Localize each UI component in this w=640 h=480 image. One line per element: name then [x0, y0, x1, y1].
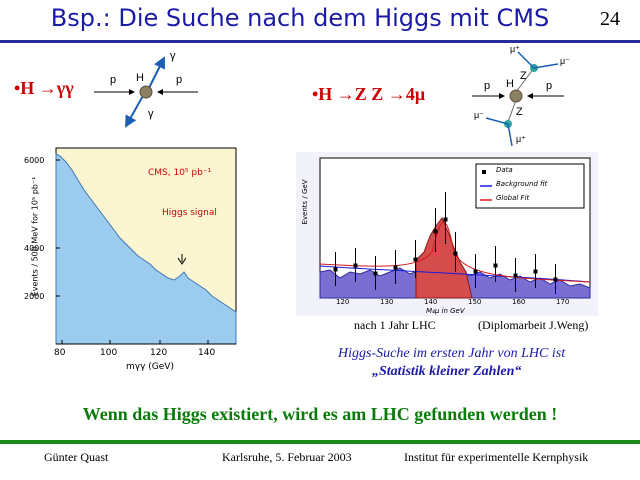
xtick-label: 130 — [380, 298, 394, 306]
feynman-h: H — [506, 78, 514, 90]
xtick-label: 140 — [424, 298, 438, 306]
footer-institute: Institut für experimentelle Kernphysik — [404, 450, 589, 464]
zz-4mu-plot: Data Background fit Global Fit Events / … — [296, 152, 598, 316]
y-axis-label: Events / 500 MeV for 10⁵ pb⁻¹ — [30, 176, 40, 297]
gamma-gamma-plot: 2000 4000 6000 80 100 120 140 mγγ (GeV) … — [20, 140, 240, 376]
page-number: 24 — [600, 8, 620, 30]
caption-after-one-year: nach 1 Jahr LHC — [354, 318, 436, 332]
ytick-label: 2000 — [24, 292, 45, 301]
zz-4mu-plot-svg — [319, 157, 591, 299]
feynman-gamma-bottom: γ — [148, 108, 154, 120]
xtick-label: 170 — [556, 298, 570, 306]
ytick-label: 4000 — [24, 244, 45, 253]
legend-background-fit: Background fit — [496, 180, 548, 188]
feynman-p-left: p — [110, 74, 117, 86]
feynman-diagram-gamma-gamma: p H p γ γ — [90, 50, 210, 132]
xtick-label: 80 — [54, 348, 66, 358]
feynman-mu2: μ⁻ — [560, 56, 570, 66]
x-axis-label: M₄μ in GeV — [426, 307, 465, 315]
caption-thesis-credit: (Diplomarbeit J.Weng) — [478, 318, 589, 332]
note-line-1: Higgs-Suche im ersten Jahr von LHC ist — [338, 346, 566, 361]
feynman-diagram-svg — [94, 56, 198, 128]
xtick-label: 140 — [198, 348, 216, 358]
ytick-label: 6000 — [24, 156, 45, 165]
y-axis-label: Events / GeV — [301, 179, 309, 225]
process-label-zz-4mu: •H →Z Z →4μ — [312, 84, 426, 104]
feynman-diagram-zz-svg — [472, 51, 564, 147]
xtick-label: 150 — [468, 298, 482, 306]
xtick-label: 120 — [336, 298, 350, 306]
slide-title: Bsp.: Die Suche nach dem Higgs mit CMS — [50, 4, 550, 32]
feynman-z-bottom: Z — [516, 106, 523, 118]
conclusion-text: Wenn das Higgs existiert, wird es am LHC… — [82, 404, 558, 424]
feynman-p-right: p — [546, 80, 553, 92]
feynman-z-top: Z — [520, 70, 527, 82]
gamma-gamma-plot-svg — [55, 147, 237, 345]
feynman-gamma-top: γ — [170, 50, 176, 62]
xtick-label: 100 — [100, 348, 118, 358]
feynman-p-right: p — [176, 74, 183, 86]
feynman-mu4: μ⁺ — [516, 134, 526, 144]
feynman-mu3: μ⁻ — [474, 110, 484, 120]
xtick-label: 160 — [512, 298, 526, 306]
feynman-mu1: μ⁺ — [510, 44, 520, 54]
feynman-p-left: p — [484, 80, 491, 92]
x-axis-label: mγγ (GeV) — [126, 362, 174, 372]
feynman-diagram-zz: p H p Z Z μ⁺ μ⁻ μ⁻ μ⁺ — [470, 44, 590, 148]
footer-divider — [0, 440, 640, 444]
legend-cms: CMS, 10⁵ pb⁻¹ — [148, 168, 212, 178]
title-divider — [0, 40, 640, 43]
footer-date: Karlsruhe, 5. Februar 2003 — [222, 450, 352, 464]
legend-global-fit: Global Fit — [496, 194, 530, 202]
feynman-h: H — [136, 72, 144, 84]
process-label-gamma-gamma: •H →γγ — [14, 78, 74, 98]
legend-data: Data — [496, 166, 513, 174]
xtick-label: 120 — [150, 348, 168, 358]
footer-author: Günter Quast — [44, 450, 109, 464]
legend-higgs-signal: Higgs signal — [162, 208, 217, 218]
note-line-2: „Statistik kleiner Zahlen“ — [372, 364, 522, 379]
